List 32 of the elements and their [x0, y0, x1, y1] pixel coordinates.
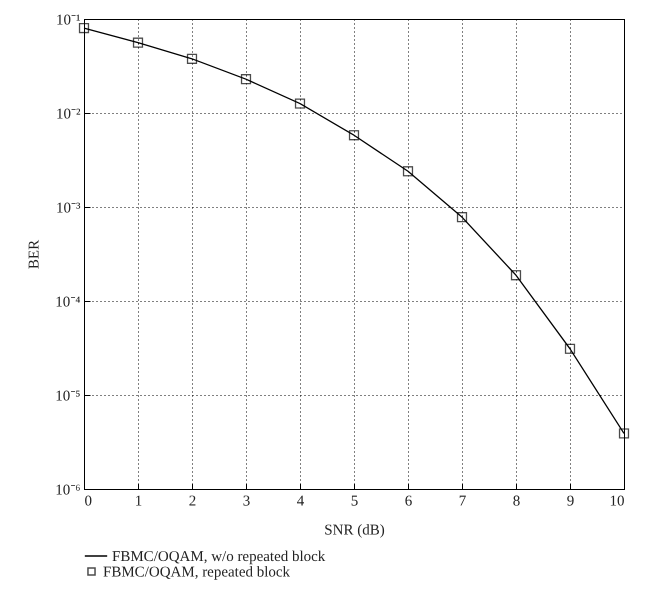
y-tick-label: 10⁻⁶: [55, 482, 80, 498]
y-axis-title: BER: [26, 240, 42, 270]
x-tick-label: 0: [84, 494, 92, 510]
x-tick-label: 6: [404, 494, 413, 510]
point: [186, 54, 198, 64]
x-tick-label: 1: [134, 494, 142, 510]
point: [348, 130, 360, 140]
point: [132, 38, 144, 48]
x-tick-label: 3: [242, 494, 250, 510]
legend-label: FBMC/OQAM, w/o repeated block: [112, 549, 326, 565]
point: [618, 428, 630, 439]
x-tick-label: 4: [296, 494, 305, 510]
legend-label: FBMC/OQAM, repeated block: [103, 564, 291, 580]
y-tick-label: 10⁻¹: [56, 12, 80, 28]
point: [402, 166, 414, 176]
point: [294, 98, 306, 109]
x-tick-label: 8: [512, 494, 520, 510]
x-tick-label: 2: [188, 494, 196, 510]
y-tick-label: 10⁻³: [56, 200, 81, 216]
y-tick-label: 10⁻⁴: [55, 294, 80, 310]
point: [456, 212, 468, 222]
y-tick-label: 10⁻²: [56, 106, 81, 122]
y-tick-label: 10⁻⁵: [55, 388, 80, 404]
point: [78, 22, 90, 34]
x-tick-label: 7: [458, 494, 467, 510]
point: [240, 74, 252, 84]
x-tick-label: 5: [350, 494, 358, 510]
x-axis-title: SNR (dB): [324, 522, 385, 538]
x-tick-label: 9: [566, 494, 574, 510]
point: [564, 344, 576, 354]
point: [510, 270, 522, 280]
x-tick-label: 10: [610, 494, 624, 510]
